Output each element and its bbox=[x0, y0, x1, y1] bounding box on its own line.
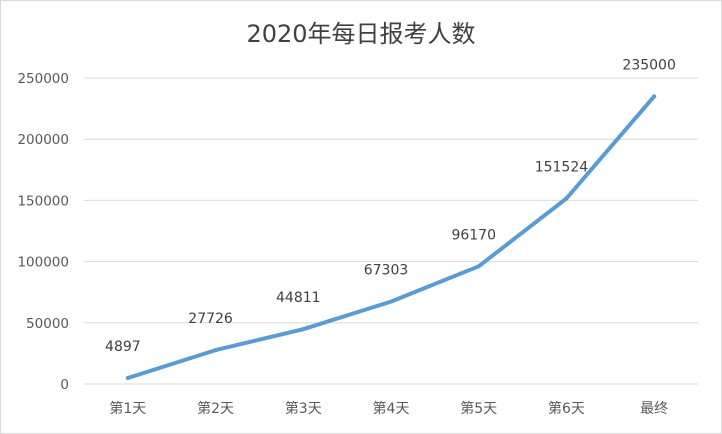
series-line bbox=[125, 94, 657, 380]
data-label: 235000 bbox=[622, 57, 675, 73]
data-point bbox=[301, 327, 306, 332]
data-point bbox=[564, 196, 569, 201]
x-tick-label: 第4天 bbox=[373, 400, 410, 417]
y-tick-label: 200000 bbox=[17, 132, 69, 148]
data-labels: 4897 27726 44811 67303 96170 151524 235000 bbox=[105, 57, 676, 355]
data-label: 96170 bbox=[451, 227, 496, 243]
x-tick-label: 第2天 bbox=[197, 400, 234, 417]
y-tick-label: 250000 bbox=[17, 71, 69, 87]
y-tick-label: 0 bbox=[60, 377, 69, 393]
gridlines bbox=[84, 77, 698, 385]
x-axis: 第1天 第2天 第3天 第4天 第5天 第6天 最终 bbox=[109, 400, 668, 417]
data-label: 151524 bbox=[535, 160, 589, 176]
x-tick-label: 最终 bbox=[640, 401, 668, 417]
data-point bbox=[125, 376, 130, 381]
y-tick-label: 150000 bbox=[17, 193, 69, 209]
y-axis: 0 50000 100000 150000 200000 250000 bbox=[17, 71, 69, 393]
chart-title: 2020年每日报考人数 bbox=[246, 20, 475, 48]
x-tick-label: 第6天 bbox=[548, 400, 585, 417]
data-label: 27726 bbox=[188, 311, 233, 327]
y-tick-label: 50000 bbox=[26, 316, 69, 332]
data-point bbox=[476, 264, 481, 269]
data-point bbox=[652, 94, 657, 99]
data-label: 4897 bbox=[105, 339, 141, 355]
y-tick-label: 100000 bbox=[17, 255, 69, 271]
x-tick-label: 第1天 bbox=[109, 400, 146, 417]
x-tick-label: 第3天 bbox=[285, 400, 322, 417]
series bbox=[125, 94, 657, 381]
data-label: 67303 bbox=[364, 263, 409, 279]
data-point bbox=[213, 348, 218, 353]
data-point bbox=[389, 299, 393, 304]
data-label: 44811 bbox=[276, 290, 321, 306]
x-tick-label: 第5天 bbox=[460, 400, 497, 417]
